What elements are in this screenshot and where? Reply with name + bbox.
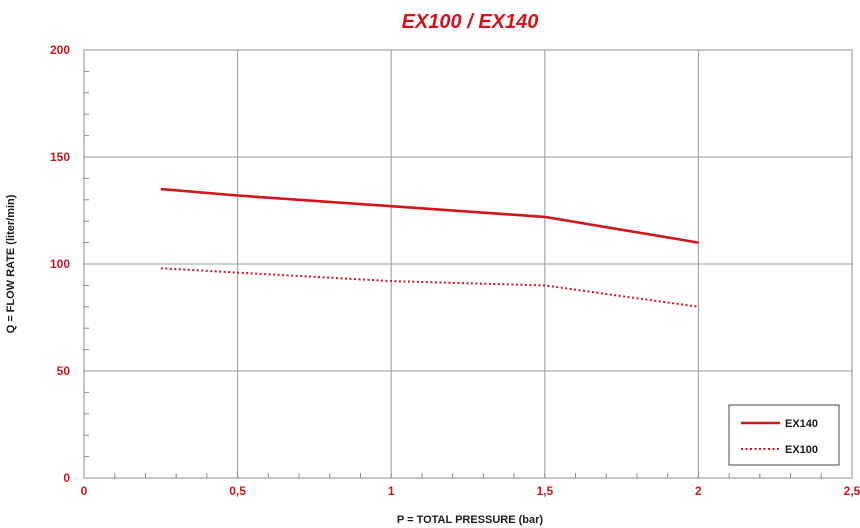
x-axis-title: P = TOTAL PRESSURE (bar) [397, 514, 544, 526]
legend-box [728, 404, 840, 466]
x-tick-label: 1,5 [536, 484, 553, 498]
legend-items: EX140 EX100 [741, 418, 818, 456]
y-axis-title: Q = FLOW RATE (liter/min) [5, 194, 17, 333]
series-line-ex140 [160, 187, 699, 244]
y-tick-label: 50 [57, 364, 71, 378]
chart-title: EX100 / EX140 [402, 11, 539, 33]
y-tick-label: 200 [50, 43, 70, 57]
legend: EX140 EX100 [728, 404, 840, 466]
x-tick-label: 0,5 [229, 484, 246, 498]
x-tick-labels: 0 0,5 1 1,5 2 2,5 [81, 484, 860, 498]
x-tick-label: 0 [81, 484, 88, 498]
legend-label-ex100: EX100 [785, 444, 818, 456]
y-tick-label: 100 [50, 257, 70, 271]
series-line-ex100 [160, 267, 699, 308]
legend-label-ex140: EX140 [785, 418, 818, 430]
y-tick-label: 0 [63, 471, 70, 485]
grid [84, 50, 852, 478]
x-tick-label: 2 [695, 484, 702, 498]
x-tick-label: 1 [388, 484, 395, 498]
x-tick-label: 2,5 [844, 484, 860, 498]
tick-marks [83, 49, 853, 479]
y-tick-label: 150 [50, 150, 70, 164]
series-lines [160, 187, 699, 308]
y-tick-labels: 0 50 100 150 200 [50, 43, 70, 485]
